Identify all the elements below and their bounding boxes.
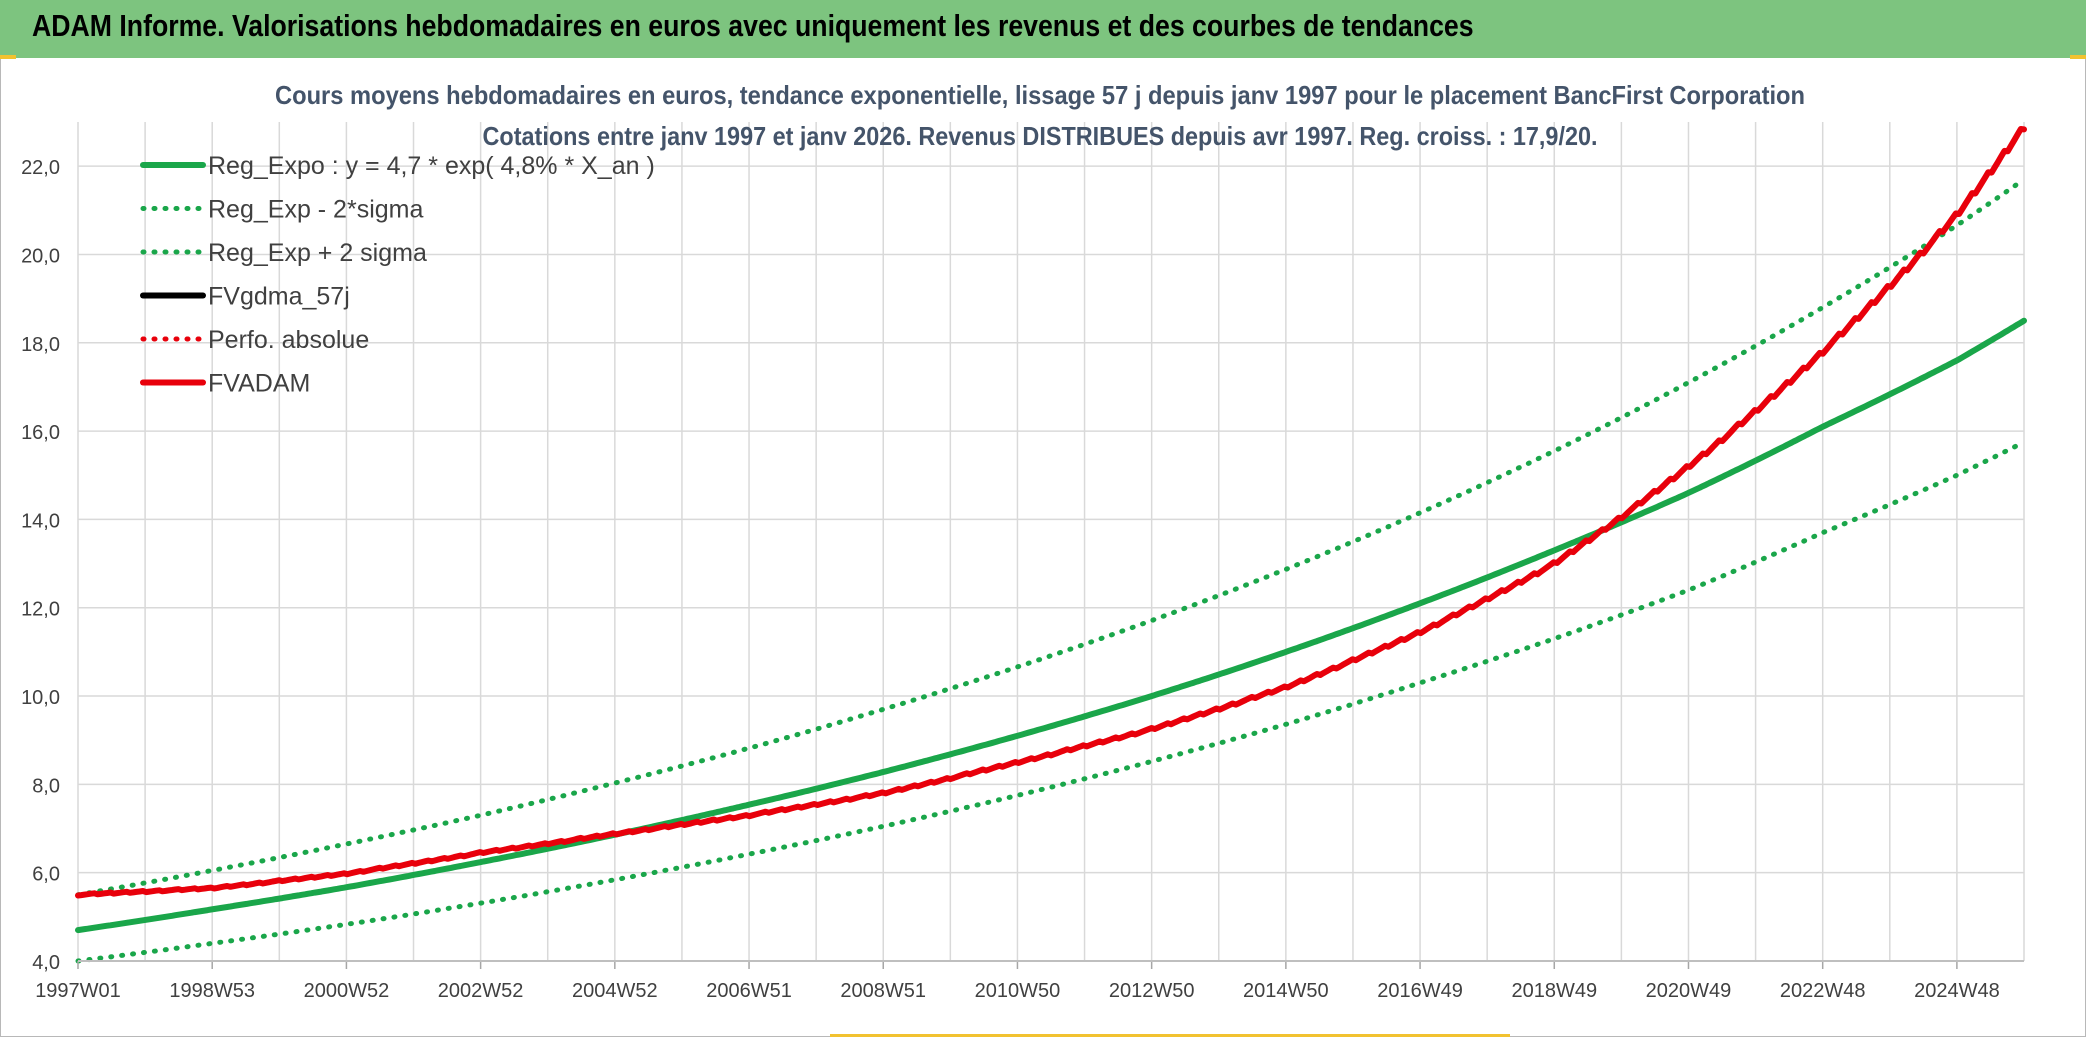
x-tick-label: 2016W49 (1377, 980, 1463, 1002)
x-tick-label: 1998W53 (169, 980, 255, 1002)
series-line-fvadam (75, 126, 2027, 899)
x-tick-label: 2024W48 (1914, 980, 2000, 1002)
legend-label: Reg_Exp + 2 sigma (208, 239, 427, 267)
x-tick-label: 2008W51 (840, 980, 926, 1002)
x-tick-label: 2002W52 (438, 980, 524, 1002)
x-tick-label: 2014W50 (1243, 980, 1329, 1002)
legend-label: FVgdma_57j (208, 283, 350, 311)
x-tick-label: 2004W52 (572, 980, 658, 1002)
legend-label: Reg_Expo : y = 4,7 * exp( 4,8% * X_an ) (208, 152, 655, 180)
y-tick-label: 18,0 (21, 334, 60, 356)
x-tick-label: 1997W01 (35, 980, 121, 1002)
legend-label: Perfo. absolue (208, 326, 369, 354)
y-tick-label: 6,0 (32, 864, 60, 886)
legend: Reg_Expo : y = 4,7 * exp( 4,8% * X_an ) R… (140, 152, 655, 398)
y-tick-label: 14,0 (21, 510, 60, 532)
y-tick-label: 16,0 (21, 422, 60, 444)
corner-mark-top-right (2070, 55, 2086, 59)
y-tick-label: 8,0 (32, 775, 60, 797)
x-tick-label: 2000W52 (304, 980, 390, 1002)
corner-mark-top-left (0, 55, 16, 59)
x-tick-label: 2012W50 (1109, 980, 1195, 1002)
y-tick-label: 22,0 (21, 157, 60, 179)
chart-subtitle: Cotations entre janv 1997 et janv 2026. … (483, 121, 1598, 151)
legend-label: FVADAM (208, 370, 310, 398)
chart-title: Cours moyens hebdomadaires en euros, ten… (275, 80, 1805, 110)
y-tick-label: 20,0 (21, 245, 60, 267)
y-tick-label: 4,0 (32, 952, 60, 974)
y-tick-label: 10,0 (21, 687, 60, 709)
x-tick-label: 2010W50 (975, 980, 1061, 1002)
axis-layer: 4,0 6,0 8,0 10,0 12,0 14,0 16,0 18,0 20,0 22,0 199… (21, 157, 2024, 1002)
banner-title: ADAM Informe. Valorisations hebdomadaire… (32, 8, 1474, 43)
corner-mark-bottom (830, 1034, 1510, 1037)
series-line-reg-expo-y-4-7-exp-4-8-x (75, 317, 2027, 934)
x-tick-label: 2006W51 (706, 980, 792, 1002)
header-banner: ADAM Informe. Valorisations hebdomadaire… (0, 0, 2086, 58)
x-tick-label: 2018W49 (1511, 980, 1597, 1002)
chart: Cours moyens hebdomadaires en euros, ten… (21, 80, 2027, 1002)
grid-layer (77, 122, 2025, 962)
x-tick-label: 2022W48 (1780, 980, 1866, 1002)
series-line-reg-exp-2-sigma (75, 176, 2027, 898)
series-line-reg-exp-2-sigma (75, 439, 2027, 964)
y-tick-label: 12,0 (21, 599, 60, 621)
legend-label: Reg_Exp - 2*sigma (208, 196, 423, 224)
series-layer (75, 126, 2027, 964)
x-tick-label: 2020W49 (1646, 980, 1732, 1002)
